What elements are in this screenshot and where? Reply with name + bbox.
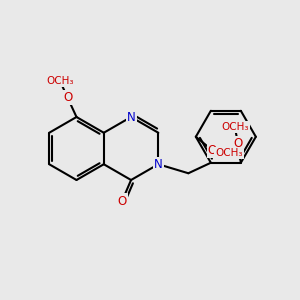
Text: O: O — [208, 144, 217, 157]
Text: O: O — [117, 194, 127, 208]
Text: OCH₃: OCH₃ — [221, 122, 249, 132]
Text: OCH₃: OCH₃ — [46, 76, 74, 86]
Text: O: O — [63, 91, 72, 104]
Text: OCH₃: OCH₃ — [215, 148, 243, 158]
Text: N: N — [154, 158, 163, 171]
Text: N: N — [127, 110, 135, 124]
Text: O: O — [233, 137, 242, 150]
